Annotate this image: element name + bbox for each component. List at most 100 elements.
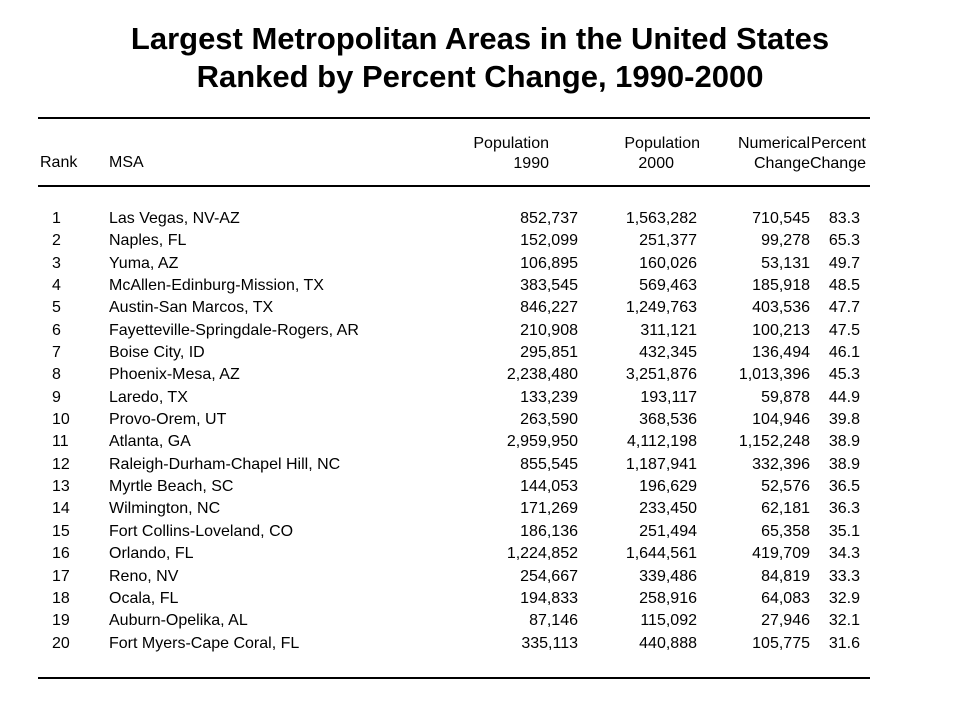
percent-change-cell: 83.3 [828, 210, 860, 227]
rank-cell: 8 [52, 366, 61, 384]
rank-cell: 6 [52, 321, 61, 339]
population-2000-cell: 440,888 [639, 634, 697, 652]
population-1990-cell: 1,224,852 [506, 545, 578, 563]
population-1990-cell: 171,269 [520, 500, 578, 518]
table-row: 1 Las Vegas, NV-AZ 852,737 1,563,282 710,545… [38, 208, 870, 230]
table-body: 1 Las Vegas, NV-AZ 852,737 1,563,282 710,545… [38, 208, 870, 655]
population-1990-cell: 2,238,480 [506, 366, 578, 384]
header-population-1990: Population 1990 [473, 135, 549, 172]
percent-change-cell: 38.9 [828, 455, 860, 473]
numerical-change-cell: 52,576 [761, 478, 810, 496]
population-2000-cell: 1,644,561 [625, 545, 697, 563]
table-row: 10 Provo-Orem, UT 263,590 368,536 104,946 39.… [38, 409, 870, 431]
rank-cell: 13 [52, 478, 70, 496]
population-2000-cell: 196,629 [639, 478, 697, 496]
population-1990-cell: 186,136 [520, 522, 578, 540]
table-row: 6 Fayetteville-Springdale-Rogers, AR 210,9… [38, 320, 870, 342]
rank-cell: 12 [52, 455, 70, 473]
header-population-2000: Population 2000 [624, 135, 700, 172]
msa-cell: Naples, FL [109, 232, 187, 250]
population-1990-cell: 852,737 [520, 210, 578, 227]
rank-cell: 19 [52, 612, 70, 630]
population-2000-cell: 368,536 [639, 411, 697, 429]
rank-cell: 5 [52, 299, 61, 317]
table-row: 14 Wilmington, NC 171,269 233,450 62,181 36.3 [38, 498, 870, 520]
population-2000-cell: 569,463 [639, 277, 697, 295]
msa-cell: McAllen-Edinburg-Mission, TX [109, 277, 324, 295]
numerical-change-cell: 99,278 [761, 232, 810, 250]
table-bottom-rule [38, 677, 870, 679]
percent-change-cell: 45.3 [828, 366, 860, 384]
rank-cell: 14 [52, 500, 70, 518]
population-1990-cell: 335,113 [521, 634, 578, 652]
msa-cell: Provo-Orem, UT [109, 411, 227, 429]
rank-cell: 1 [52, 210, 61, 227]
numerical-change-cell: 27,946 [761, 612, 810, 630]
population-1990-cell: 144,053 [520, 478, 578, 496]
rank-cell: 20 [52, 634, 70, 652]
table-row: 19 Auburn-Opelika, AL 87,146 115,092 27,946 3… [38, 610, 870, 632]
table-row: 12 Raleigh-Durham-Chapel Hill, NC 855,545 1… [38, 454, 870, 476]
rank-cell: 9 [52, 388, 61, 406]
msa-cell: Boise City, ID [109, 344, 205, 362]
header-msa: MSA [109, 154, 144, 171]
table-row: 5 Austin-San Marcos, TX 846,227 1,249,763 40… [38, 297, 870, 319]
percent-change-cell: 34.3 [828, 545, 860, 563]
numerical-change-cell: 100,213 [752, 321, 810, 339]
numerical-change-cell: 1,013,396 [738, 366, 810, 384]
msa-cell: Ocala, FL [109, 589, 179, 607]
table-row: 11 Atlanta, GA 2,959,950 4,112,198 1,152,248… [38, 431, 870, 453]
population-1990-cell: 210,908 [520, 321, 578, 339]
page-title: Largest Metropolitan Areas in the United… [0, 20, 960, 96]
numerical-change-cell: 59,878 [761, 388, 810, 406]
population-1990-cell: 106,895 [520, 254, 578, 272]
table-top-rule [38, 117, 870, 119]
header-divider-rule [38, 185, 870, 187]
percent-change-cell: 46.1 [828, 344, 860, 362]
percent-change-cell: 38.9 [828, 433, 860, 451]
numerical-change-cell: 53,131 [761, 254, 810, 272]
rank-cell: 11 [52, 433, 69, 451]
population-2000-cell: 251,377 [639, 232, 697, 250]
rank-cell: 10 [52, 411, 70, 429]
table-row: 7 Boise City, ID 295,851 432,345 136,494 46.1 [38, 342, 870, 364]
rank-cell: 18 [52, 589, 70, 607]
msa-cell: Austin-San Marcos, TX [109, 299, 274, 317]
table-row: 9 Laredo, TX 133,239 193,117 59,878 44.9 [38, 387, 870, 409]
numerical-change-cell: 104,946 [752, 411, 810, 429]
numerical-change-cell: 136,494 [752, 344, 810, 362]
msa-cell: Raleigh-Durham-Chapel Hill, NC [109, 455, 341, 473]
msa-cell: Laredo, TX [109, 388, 188, 406]
table-row: 13 Myrtle Beach, SC 144,053 196,629 52,576 36… [38, 476, 870, 498]
rank-cell: 4 [52, 277, 61, 295]
percent-change-cell: 32.1 [828, 612, 860, 630]
header-numerical-change: Numerical Change [737, 135, 810, 172]
percent-change-cell: 36.3 [828, 500, 860, 518]
numerical-change-cell: 65,358 [761, 522, 810, 540]
table-row: 16 Orlando, FL 1,224,852 1,644,561 419,709 34… [38, 543, 870, 565]
numerical-change-cell: 403,536 [752, 299, 810, 317]
numerical-change-cell: 710,545 [752, 210, 810, 227]
population-2000-cell: 3,251,876 [625, 366, 697, 384]
population-2000-cell: 115,092 [640, 612, 697, 630]
percent-change-cell: 31.6 [828, 634, 860, 652]
percent-change-cell: 44.9 [828, 388, 860, 406]
table-row: 17 Reno, NV 254,667 339,486 84,819 33.3 [38, 566, 870, 588]
population-2000-cell: 1,187,941 [625, 455, 697, 473]
numerical-change-cell: 84,819 [761, 567, 810, 585]
numerical-change-cell: 419,709 [752, 545, 810, 563]
population-1990-cell: 87,146 [529, 612, 578, 630]
numerical-change-cell: 185,918 [752, 277, 810, 295]
msa-cell: Phoenix-Mesa, AZ [109, 366, 240, 384]
population-2000-cell: 251,494 [639, 522, 697, 540]
table-row: 2 Naples, FL 152,099 251,377 99,278 65.3 [38, 230, 870, 252]
rank-cell: 7 [52, 344, 61, 362]
percent-change-cell: 49.7 [828, 254, 860, 272]
msa-cell: Fort Myers-Cape Coral, FL [109, 634, 300, 652]
header-rank: Rank [40, 154, 78, 171]
percent-change-cell: 39.8 [828, 411, 860, 429]
population-1990-cell: 855,545 [520, 455, 578, 473]
msa-cell: Auburn-Opelika, AL [109, 612, 248, 630]
population-2000-cell: 4,112,198 [627, 433, 697, 451]
msa-cell: Fort Collins-Loveland, CO [109, 522, 294, 540]
